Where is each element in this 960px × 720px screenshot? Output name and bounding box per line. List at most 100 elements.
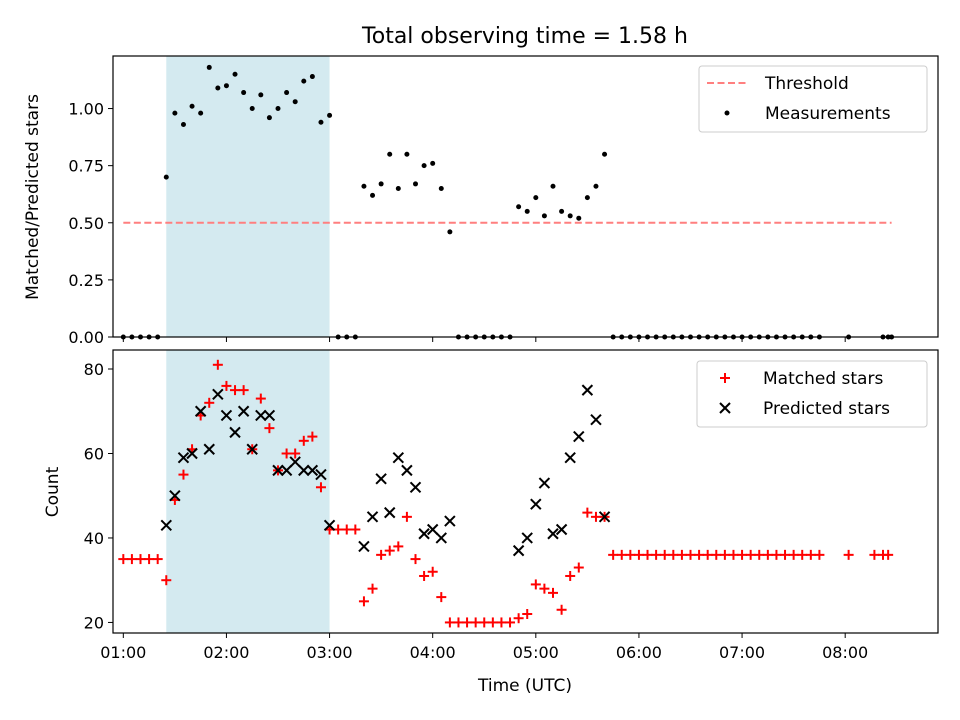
matched-star-point xyxy=(376,549,387,560)
measurement-point xyxy=(559,208,565,214)
measurement-point xyxy=(215,85,221,91)
measurement-point xyxy=(266,115,272,121)
predicted-star-point xyxy=(401,464,413,477)
measurement-point xyxy=(180,122,186,128)
matched-star-point xyxy=(307,431,318,442)
legend-label: Predicted stars xyxy=(763,399,890,419)
predicted-star-point xyxy=(298,464,310,477)
predicted-star-point xyxy=(573,430,585,443)
measurement-point xyxy=(163,174,169,180)
ratio-panel: 0.00 0.25 0.50 0.75 1.00 Matched/Predicted s… xyxy=(23,55,939,347)
measurement-point xyxy=(318,119,324,125)
predicted-star-point xyxy=(512,544,525,557)
matched-star-point xyxy=(582,507,593,518)
predicted-star-point xyxy=(323,519,336,531)
predicted-star-point-stroke-b xyxy=(435,532,447,544)
matched-star-point xyxy=(530,579,541,590)
measurement-point xyxy=(275,106,281,112)
matched-star-point xyxy=(444,617,455,628)
matched-star-point xyxy=(281,448,292,459)
predicted-star-point xyxy=(280,464,293,477)
predicted-star-point xyxy=(538,477,551,489)
predicted-star-point-stroke-b xyxy=(590,413,602,426)
predicted-star-point-stroke-b xyxy=(366,511,379,523)
predicted-star-point xyxy=(160,519,172,531)
predicted-star-point-stroke-b xyxy=(229,426,241,439)
ratio-y-tick-label: 1.00 xyxy=(68,100,104,119)
matched-star-point xyxy=(676,549,687,560)
measurement-point xyxy=(206,64,212,70)
predicted-star-point-stroke-b xyxy=(237,405,250,417)
matched-star-point xyxy=(745,549,756,560)
matched-star-point xyxy=(264,423,275,434)
matched-star-point xyxy=(496,617,507,628)
matched-star-point xyxy=(633,549,644,560)
count-panel-frame xyxy=(112,349,939,634)
legend-label: Matched stars xyxy=(763,369,883,389)
matched-star-point xyxy=(797,549,808,560)
matched-star-point xyxy=(513,613,524,624)
x-tick-label: 05:00 xyxy=(513,643,559,662)
matched-star-point xyxy=(702,549,713,560)
matched-star-point xyxy=(204,397,215,408)
predicted-star-point-stroke-b xyxy=(384,506,396,519)
measurement-point xyxy=(438,186,444,192)
ratio-y-axis-label: Matched/Predicted stars xyxy=(23,94,43,300)
matched-star-point xyxy=(126,554,137,565)
matched-star-point xyxy=(522,608,533,619)
predicted-star-point-stroke-b xyxy=(169,490,181,502)
predicted-star-point-stroke-b xyxy=(194,405,207,417)
predicted-star-point xyxy=(289,456,301,468)
matched-star-point xyxy=(221,380,232,391)
matched-star-point xyxy=(212,359,223,370)
measurement-point xyxy=(309,74,315,80)
predicted-star-point xyxy=(418,528,430,540)
matched-star-point xyxy=(814,549,825,560)
matched-star-point xyxy=(616,549,627,560)
matched-star-point xyxy=(238,385,249,396)
measurement-point xyxy=(284,90,290,96)
measurement-point xyxy=(404,151,410,157)
predicted-star-point xyxy=(426,523,439,536)
matched-star-point xyxy=(711,549,722,560)
ratio-highlight-span xyxy=(166,56,330,337)
predicted-star-point xyxy=(186,447,198,460)
predicted-star-point xyxy=(203,443,215,455)
measurement-point xyxy=(430,160,436,166)
predicted-star-point-stroke-b xyxy=(426,523,439,536)
predicted-star-point xyxy=(547,528,559,540)
matched-star-point xyxy=(118,554,129,565)
predicted-star-point-stroke-b xyxy=(392,452,405,464)
ratio-y-tick-label: 0.50 xyxy=(68,214,104,233)
matched-star-point xyxy=(754,549,765,560)
predicted-star-point-stroke-b xyxy=(555,523,568,536)
measurement-point xyxy=(258,92,264,98)
ratio-y-tick-label: 0.00 xyxy=(68,328,104,347)
predicted-star-point xyxy=(521,532,533,544)
legend-label: Threshold xyxy=(764,74,849,94)
matched-star-point xyxy=(737,549,748,560)
predicted-star-point-stroke-b xyxy=(598,511,611,523)
measurement-point xyxy=(576,215,582,221)
predicted-star-point xyxy=(444,515,456,527)
predicted-star-point xyxy=(409,481,422,493)
measurement-point xyxy=(447,229,453,235)
measurement-point xyxy=(421,163,427,169)
measurement-point xyxy=(550,183,556,189)
predicted-star-point xyxy=(263,409,276,422)
predicted-star-point-stroke-b xyxy=(358,540,370,553)
predicted-star-point-stroke-b xyxy=(538,477,551,489)
predicted-star-point xyxy=(220,409,233,422)
predicted-star-point xyxy=(530,498,542,510)
predicted-star-point-stroke-b xyxy=(409,481,422,493)
matched-star-point xyxy=(883,549,894,560)
measurement-point xyxy=(327,112,333,118)
predicted-star-point-stroke-b xyxy=(186,447,198,460)
matched-star-point xyxy=(659,549,670,560)
matched-star-point xyxy=(625,549,636,560)
matched-star-point xyxy=(315,482,326,493)
matched-star-point xyxy=(869,549,880,560)
predicted-star-point xyxy=(315,468,327,481)
predicted-star-point-stroke-b xyxy=(564,452,576,464)
